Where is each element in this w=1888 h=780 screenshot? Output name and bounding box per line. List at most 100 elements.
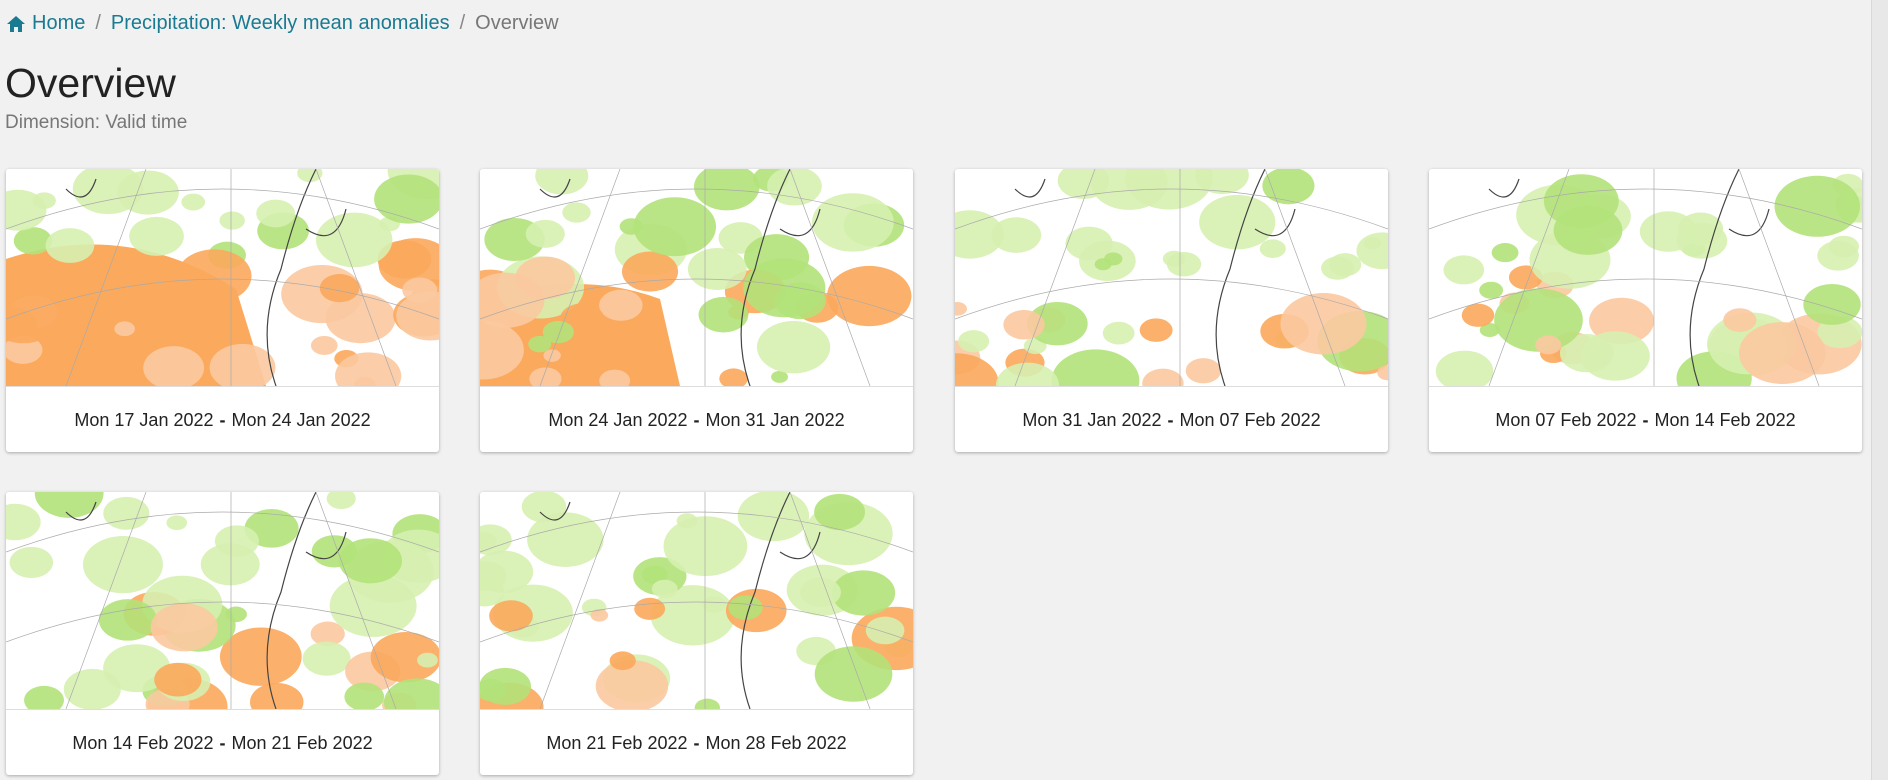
date-separator: - [1167,409,1174,430]
map-anomaly [6,290,61,344]
map-anomaly [1580,331,1650,381]
map-anomaly [634,597,666,620]
map-anomaly [34,492,104,518]
map-anomaly [1102,321,1135,345]
map-anomaly [374,174,439,224]
map-anomaly [1803,283,1861,325]
date-to: Mon 31 Jan 2022 [705,409,845,430]
map-anomaly [543,349,561,362]
date-from: Mon 17 Jan 2022 [74,409,214,430]
map-anomaly [150,603,218,652]
map-coastline [65,492,347,709]
map-anomaly [325,293,396,344]
map-anomaly [103,644,171,693]
map-anomaly [219,627,302,686]
map-anomaly [590,608,609,622]
map-card[interactable]: Mon 24 Jan 2022- Mon 31 Jan 2022 [480,169,913,452]
page-subtitle: Dimension: Valid time [5,112,188,133]
map-anomaly [1494,288,1583,352]
map-anomaly [480,272,545,328]
map-anomaly [58,262,130,315]
map-card[interactable]: Mon 31 Jan 2022- Mon 07 Feb 2022 [955,169,1388,452]
map-anomaly [995,362,1060,386]
map-image [955,169,1388,386]
map-card[interactable]: Mon 14 Feb 2022- Mon 21 Feb 2022 [6,492,439,775]
date-to: Mon 14 Feb 2022 [1654,409,1796,430]
date-to: Mon 28 Feb 2022 [705,732,847,753]
map-anomaly [771,370,789,383]
map-anomaly [370,632,439,683]
map-anomaly [489,600,533,632]
map-anomaly [480,678,507,702]
card-caption: Mon 21 Feb 2022- Mon 28 Feb 2022 [480,709,913,775]
map-anomaly [383,678,439,709]
map-anomaly [1443,255,1485,285]
map-anomaly [1676,222,1728,259]
map-anomaly [129,216,184,256]
map-anomaly [181,193,206,211]
map-graticule [6,169,439,386]
map-anomaly [154,662,202,697]
map-anomaly [6,189,47,231]
map-anomaly [1723,308,1757,332]
card-caption: Mon 31 Jan 2022- Mon 07 Feb 2022 [955,386,1388,452]
map-anomaly [166,515,188,531]
map-anomaly [310,621,345,647]
map-graticule [1429,169,1862,386]
map-anomaly [1162,250,1186,267]
map-anomaly [633,197,717,257]
map-anomaly [1363,237,1382,250]
date-from: Mon 31 Jan 2022 [1022,409,1162,430]
map-anomaly [1828,235,1859,258]
map-anomaly [480,524,512,556]
breadcrumb-separator: / [95,12,101,34]
map-anomaly [143,346,205,386]
map-anomaly [800,577,842,607]
map-anomaly [1491,243,1519,263]
map-image [480,492,913,709]
map-anomaly [1104,252,1123,266]
map-card[interactable]: Mon 07 Feb 2022- Mon 14 Feb 2022 [1429,169,1862,452]
map-anomaly [1262,169,1315,205]
map-anomaly [562,202,591,223]
map-anomaly [98,599,157,641]
map-anomaly [955,301,967,316]
map-image [1429,169,1862,386]
map-anomaly [249,682,304,709]
map-anomaly [1199,194,1276,250]
map-anomaly [529,367,562,386]
map-anomaly [694,698,721,709]
map-anomaly [609,651,636,671]
map-anomaly [542,320,574,344]
map-anomaly [756,320,831,374]
map-anomaly [1259,239,1286,258]
map-anomaly [1280,293,1367,355]
scrollbar [1871,0,1888,780]
breadcrumb: Home / Precipitation: Weekly mean anomal… [6,12,559,35]
home-icon[interactable] [6,15,26,33]
map-anomaly [525,219,565,248]
map-anomaly [811,193,894,252]
map-card[interactable]: Mon 17 Jan 2022- Mon 24 Jan 2022 [6,169,439,452]
map-anomaly [1461,303,1495,327]
map-anomaly [1553,205,1623,255]
map-anomaly [117,170,179,215]
map-anomaly [527,512,604,567]
map-anomaly [6,335,43,364]
map-anomaly [698,296,749,333]
map-anomaly [1479,281,1504,299]
map-anomaly [814,493,866,531]
date-separator: - [219,732,226,753]
map-anomaly [1185,358,1222,384]
map-image [6,492,439,709]
map-image [6,169,439,386]
map-anomaly [1535,335,1562,355]
map-anomaly [528,335,552,353]
map-anomaly [535,169,589,195]
breadcrumb-link[interactable]: Home [32,12,86,34]
map-image [480,169,913,386]
map-anomaly [1139,318,1173,342]
map-card[interactable]: Mon 21 Feb 2022- Mon 28 Feb 2022 [480,492,913,775]
map-anomaly [651,579,678,599]
breadcrumb-link[interactable]: Precipitation: Weekly mean anomalies [110,12,450,34]
